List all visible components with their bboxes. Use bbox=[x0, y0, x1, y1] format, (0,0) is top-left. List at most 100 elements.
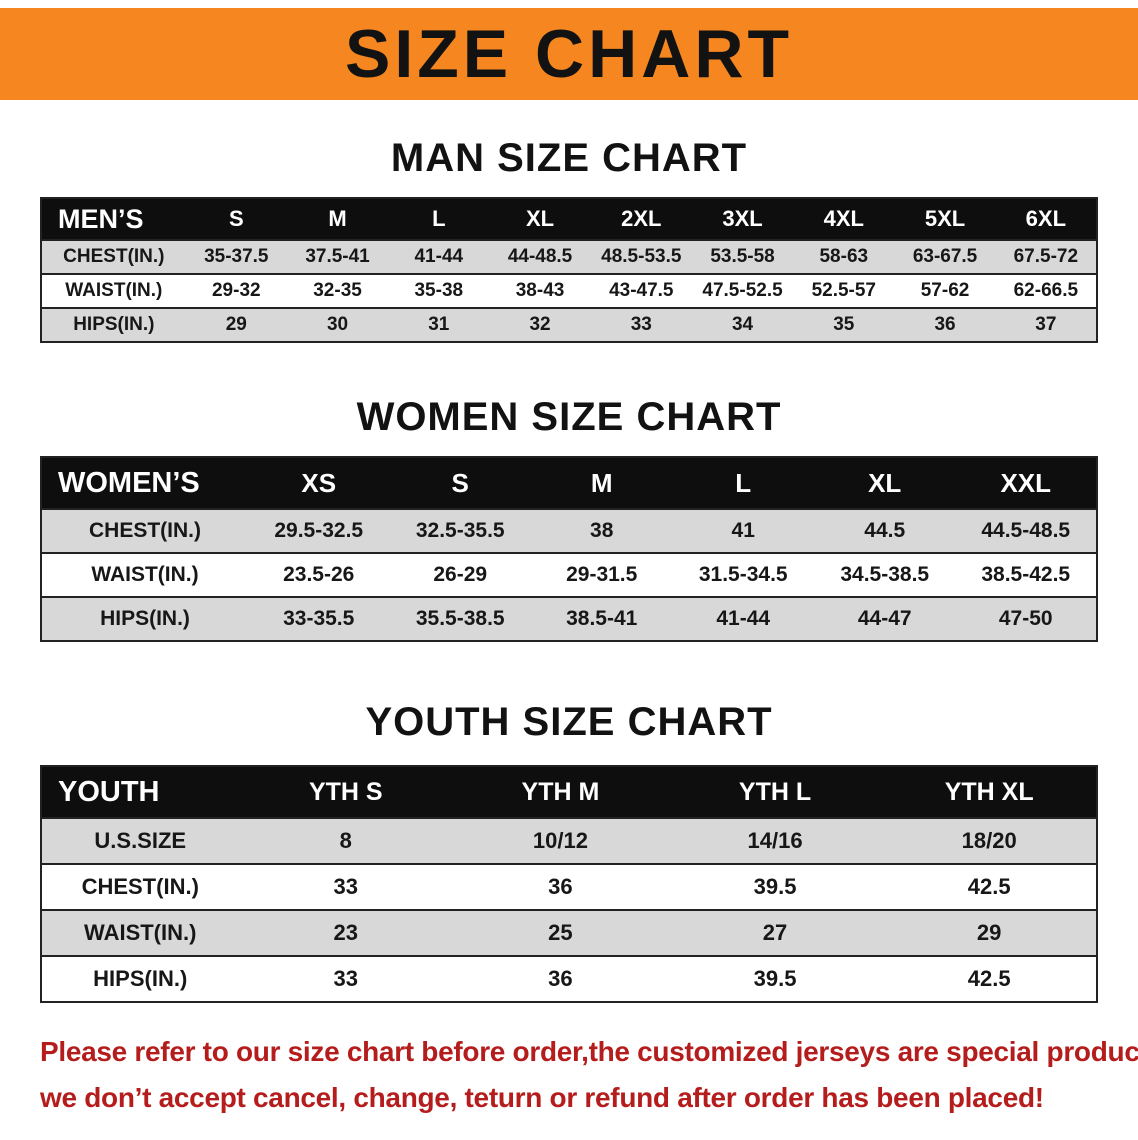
size-value: 36 bbox=[934, 314, 956, 335]
women-section-heading: WOMEN SIZE CHART bbox=[356, 395, 782, 439]
notice-line-2: we don’t accept cancel, change, teturn o… bbox=[40, 1082, 1044, 1113]
size-value: 32.5-35.5 bbox=[415, 519, 505, 542]
table-row: CHEST(IN.) 35-37.5 37.5-41 41-44 44-48.5 48.5… bbox=[41, 240, 1097, 274]
size-value: 29 bbox=[976, 920, 1002, 945]
size-value: 42.5 bbox=[967, 874, 1011, 899]
table-row: WAIST(IN.) 29-32 32-35 35-38 38-43 43-47.5 47.… bbox=[41, 274, 1097, 308]
row-label: WAIST(IN.) bbox=[84, 920, 197, 945]
women-size-section: WOMEN SIZE CHART WOMEN’S XS S M L XL XXL CHEST(… bbox=[0, 395, 1138, 642]
size-column-header: YTH XL bbox=[882, 766, 1097, 818]
size-value: 31.5-34.5 bbox=[698, 563, 788, 586]
size-value: 38 bbox=[590, 519, 614, 542]
size-value: 23 bbox=[333, 920, 359, 945]
size-column-header: XXL bbox=[955, 457, 1097, 509]
size-value: 32 bbox=[529, 314, 551, 335]
table-row: HIPS(IN.) 33-35.5 35.5-38.5 38.5-41 41-44 44-… bbox=[41, 597, 1097, 641]
size-value: 36 bbox=[548, 966, 573, 991]
size-value: 34.5-38.5 bbox=[840, 563, 930, 586]
size-column-header: 4XL bbox=[793, 198, 895, 240]
page-title: SIZE CHART bbox=[345, 16, 793, 92]
size-value: 53.5-58 bbox=[710, 246, 775, 267]
table-category-header: WOMEN’S bbox=[41, 457, 248, 509]
table-row: WAIST(IN.) 23.5-26 26-29 29-31.5 31.5-34.5 34… bbox=[41, 553, 1097, 597]
size-value: 48.5-53.5 bbox=[601, 246, 682, 267]
size-value: 14/16 bbox=[747, 828, 803, 853]
row-label: HIPS(IN.) bbox=[100, 607, 190, 630]
size-column-header: XL bbox=[813, 457, 956, 509]
size-value: 35.5-38.5 bbox=[415, 607, 505, 630]
men-size-table: MEN’S S M L XL 2XL 3XL 4XL 5XL 6XL CHEST(IN.) 35-37… bbox=[40, 197, 1098, 343]
size-value: 33-35.5 bbox=[283, 607, 355, 630]
youth-size-section: YOUTH SIZE CHART YOUTH YTH S YTH M YTH L YTH… bbox=[0, 700, 1138, 1003]
size-value: 44.5-48.5 bbox=[981, 519, 1071, 542]
size-value: 39.5 bbox=[753, 966, 797, 991]
size-column-header: S bbox=[389, 457, 531, 509]
notice-line-1: Please refer to our size chart before or… bbox=[40, 1036, 1138, 1067]
size-value: 67.5-72 bbox=[1013, 246, 1079, 267]
size-value: 10/12 bbox=[532, 828, 588, 853]
size-column-header: 2XL bbox=[590, 198, 692, 240]
size-value: 57-62 bbox=[920, 280, 970, 301]
size-value: 58-63 bbox=[819, 246, 869, 267]
size-column-header: S bbox=[185, 198, 287, 240]
size-value: 41 bbox=[731, 519, 755, 542]
size-value: 25 bbox=[548, 920, 573, 945]
table-header-row: YOUTH YTH S YTH M YTH L YTH XL bbox=[41, 766, 1097, 818]
size-value: 43-47.5 bbox=[609, 280, 674, 301]
size-column-header: 3XL bbox=[691, 198, 794, 240]
row-label: CHEST(IN.) bbox=[63, 246, 165, 267]
size-value: 29-32 bbox=[211, 280, 261, 301]
size-value: 44-48.5 bbox=[507, 246, 573, 267]
size-column-header: L bbox=[388, 198, 490, 240]
row-label: U.S.SIZE bbox=[94, 828, 187, 853]
table-category-header: YOUTH bbox=[41, 766, 239, 818]
banner: SIZE CHART bbox=[0, 8, 1138, 100]
size-value: 37.5-41 bbox=[305, 246, 370, 267]
size-value: 26-29 bbox=[433, 563, 488, 586]
size-value: 35-38 bbox=[414, 280, 464, 301]
table-row: U.S.SIZE 8 10/12 14/16 18/20 bbox=[41, 818, 1097, 864]
size-column-header: M bbox=[530, 457, 673, 509]
size-value: 33 bbox=[630, 314, 652, 335]
size-column-header: YTH L bbox=[667, 766, 883, 818]
size-value: 34 bbox=[731, 314, 754, 335]
row-label: HIPS(IN.) bbox=[93, 966, 188, 991]
size-value: 38-43 bbox=[515, 280, 565, 301]
table-row: WAIST(IN.) 23 25 27 29 bbox=[41, 910, 1097, 956]
size-value: 27 bbox=[762, 920, 788, 945]
row-label: WAIST(IN.) bbox=[65, 280, 163, 301]
size-value: 47-50 bbox=[998, 607, 1053, 630]
size-value: 42.5 bbox=[967, 966, 1011, 991]
size-column-header: YTH M bbox=[453, 766, 668, 818]
size-value: 38.5-42.5 bbox=[981, 563, 1071, 586]
size-value: 41-44 bbox=[716, 607, 771, 630]
size-value: 29-31.5 bbox=[566, 563, 638, 586]
size-chart-page: SIZE CHART MAN SIZE CHART MEN’S S M L XL 2XL 3… bbox=[0, 8, 1138, 1121]
youth-size-table: YOUTH YTH S YTH M YTH L YTH XL U.S.SIZE 8 10/12… bbox=[40, 765, 1098, 1003]
size-value: 30 bbox=[326, 314, 349, 335]
size-value: 47.5-52.5 bbox=[702, 280, 783, 301]
size-value: 29 bbox=[225, 314, 247, 335]
size-value: 44-47 bbox=[857, 607, 912, 630]
size-value: 31 bbox=[428, 314, 450, 335]
size-value: 35-37.5 bbox=[204, 246, 269, 267]
size-value: 8 bbox=[339, 828, 352, 853]
size-value: 62-66.5 bbox=[1013, 280, 1079, 301]
size-value: 41-44 bbox=[414, 246, 464, 267]
table-header-row: MEN’S S M L XL 2XL 3XL 4XL 5XL 6XL bbox=[41, 198, 1097, 240]
row-label: CHEST(IN.) bbox=[81, 874, 199, 899]
size-column-header: 5XL bbox=[894, 198, 996, 240]
size-value: 23.5-26 bbox=[283, 563, 355, 586]
size-value: 39.5 bbox=[753, 874, 797, 899]
size-value: 36 bbox=[548, 874, 573, 899]
table-row: CHEST(IN.) 33 36 39.5 42.5 bbox=[41, 864, 1097, 910]
size-value: 38.5-41 bbox=[566, 607, 638, 630]
size-value: 35 bbox=[833, 314, 855, 335]
size-value: 52.5-57 bbox=[811, 280, 877, 301]
table-category-header: MEN’S bbox=[41, 198, 186, 240]
size-column-header: YTH S bbox=[238, 766, 454, 818]
size-value: 33 bbox=[333, 874, 359, 899]
size-value: 37 bbox=[1035, 314, 1057, 335]
row-label: CHEST(IN.) bbox=[88, 519, 201, 542]
row-label: HIPS(IN.) bbox=[73, 314, 155, 335]
